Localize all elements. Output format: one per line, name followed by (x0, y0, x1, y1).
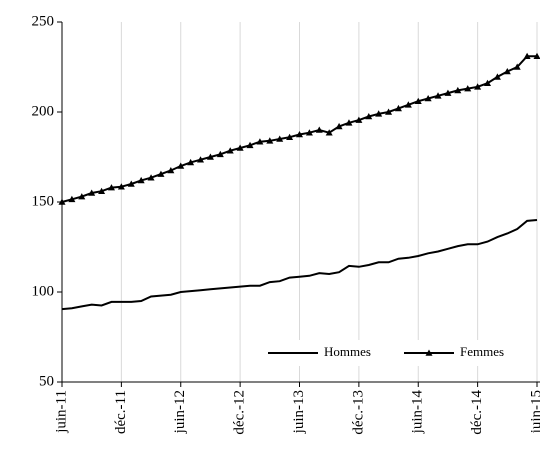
legend-marker (425, 349, 433, 356)
data-point (276, 135, 284, 142)
data-point (107, 184, 115, 191)
data-point (444, 89, 452, 96)
data-point (533, 52, 540, 59)
data-point (523, 52, 531, 59)
data-point (117, 183, 125, 190)
y-tick-label: 250 (32, 13, 55, 29)
data-point (266, 137, 274, 144)
data-point (305, 129, 313, 136)
data-point (296, 131, 303, 138)
y-tick-label: 100 (32, 283, 55, 299)
data-line (61, 219, 538, 311)
data-point (414, 97, 422, 104)
data-point (256, 138, 264, 145)
data-point (493, 73, 501, 80)
x-tick-label: déc.-13 (350, 390, 366, 435)
data-point (365, 113, 373, 120)
x-tick-label: déc.-14 (469, 390, 485, 435)
data-point (474, 83, 482, 90)
data-point (513, 63, 521, 70)
data-point (197, 156, 205, 163)
x-tick-label: juin-11 (53, 390, 69, 434)
data-point (454, 86, 462, 94)
data-point (503, 68, 511, 75)
data-point (484, 79, 492, 86)
data-point (226, 147, 234, 154)
data-point (246, 141, 254, 149)
data-point (137, 176, 145, 184)
x-tick-label: déc.-12 (232, 390, 248, 435)
data-point (206, 153, 214, 160)
data-point (286, 133, 294, 140)
x-tick-label: juin-15 (528, 390, 540, 434)
data-point (236, 144, 244, 151)
data-point (147, 174, 155, 181)
data-point (404, 101, 412, 108)
data-point (345, 119, 353, 126)
data-point (325, 129, 333, 136)
data-point (394, 104, 402, 112)
data-point (315, 126, 323, 133)
data-point (216, 150, 224, 158)
data-point (78, 193, 86, 200)
data-point (88, 189, 96, 196)
data-point (385, 108, 393, 115)
x-tick-label: juin-13 (291, 390, 307, 434)
data-point (127, 180, 135, 187)
data-point (355, 116, 363, 123)
x-tick-label: juin-14 (410, 390, 426, 435)
legend-label: Hommes (324, 344, 371, 359)
data-point (98, 187, 106, 194)
data-point (157, 170, 165, 177)
data-point (375, 110, 383, 117)
data-point (424, 95, 432, 102)
data-point (167, 167, 175, 174)
y-tick-label: 150 (32, 193, 55, 209)
data-point (187, 158, 195, 166)
x-tick-label: déc.-11 (113, 390, 129, 434)
data-point (464, 85, 472, 92)
y-tick-label: 200 (32, 103, 55, 119)
data-point (177, 162, 185, 169)
x-tick-label: juin-12 (172, 390, 188, 434)
data-point (58, 198, 66, 205)
data-point (335, 122, 343, 130)
y-tick-label: 50 (39, 373, 54, 389)
legend-label: Femmes (460, 344, 504, 359)
data-point (68, 195, 76, 203)
data-point (434, 92, 442, 99)
